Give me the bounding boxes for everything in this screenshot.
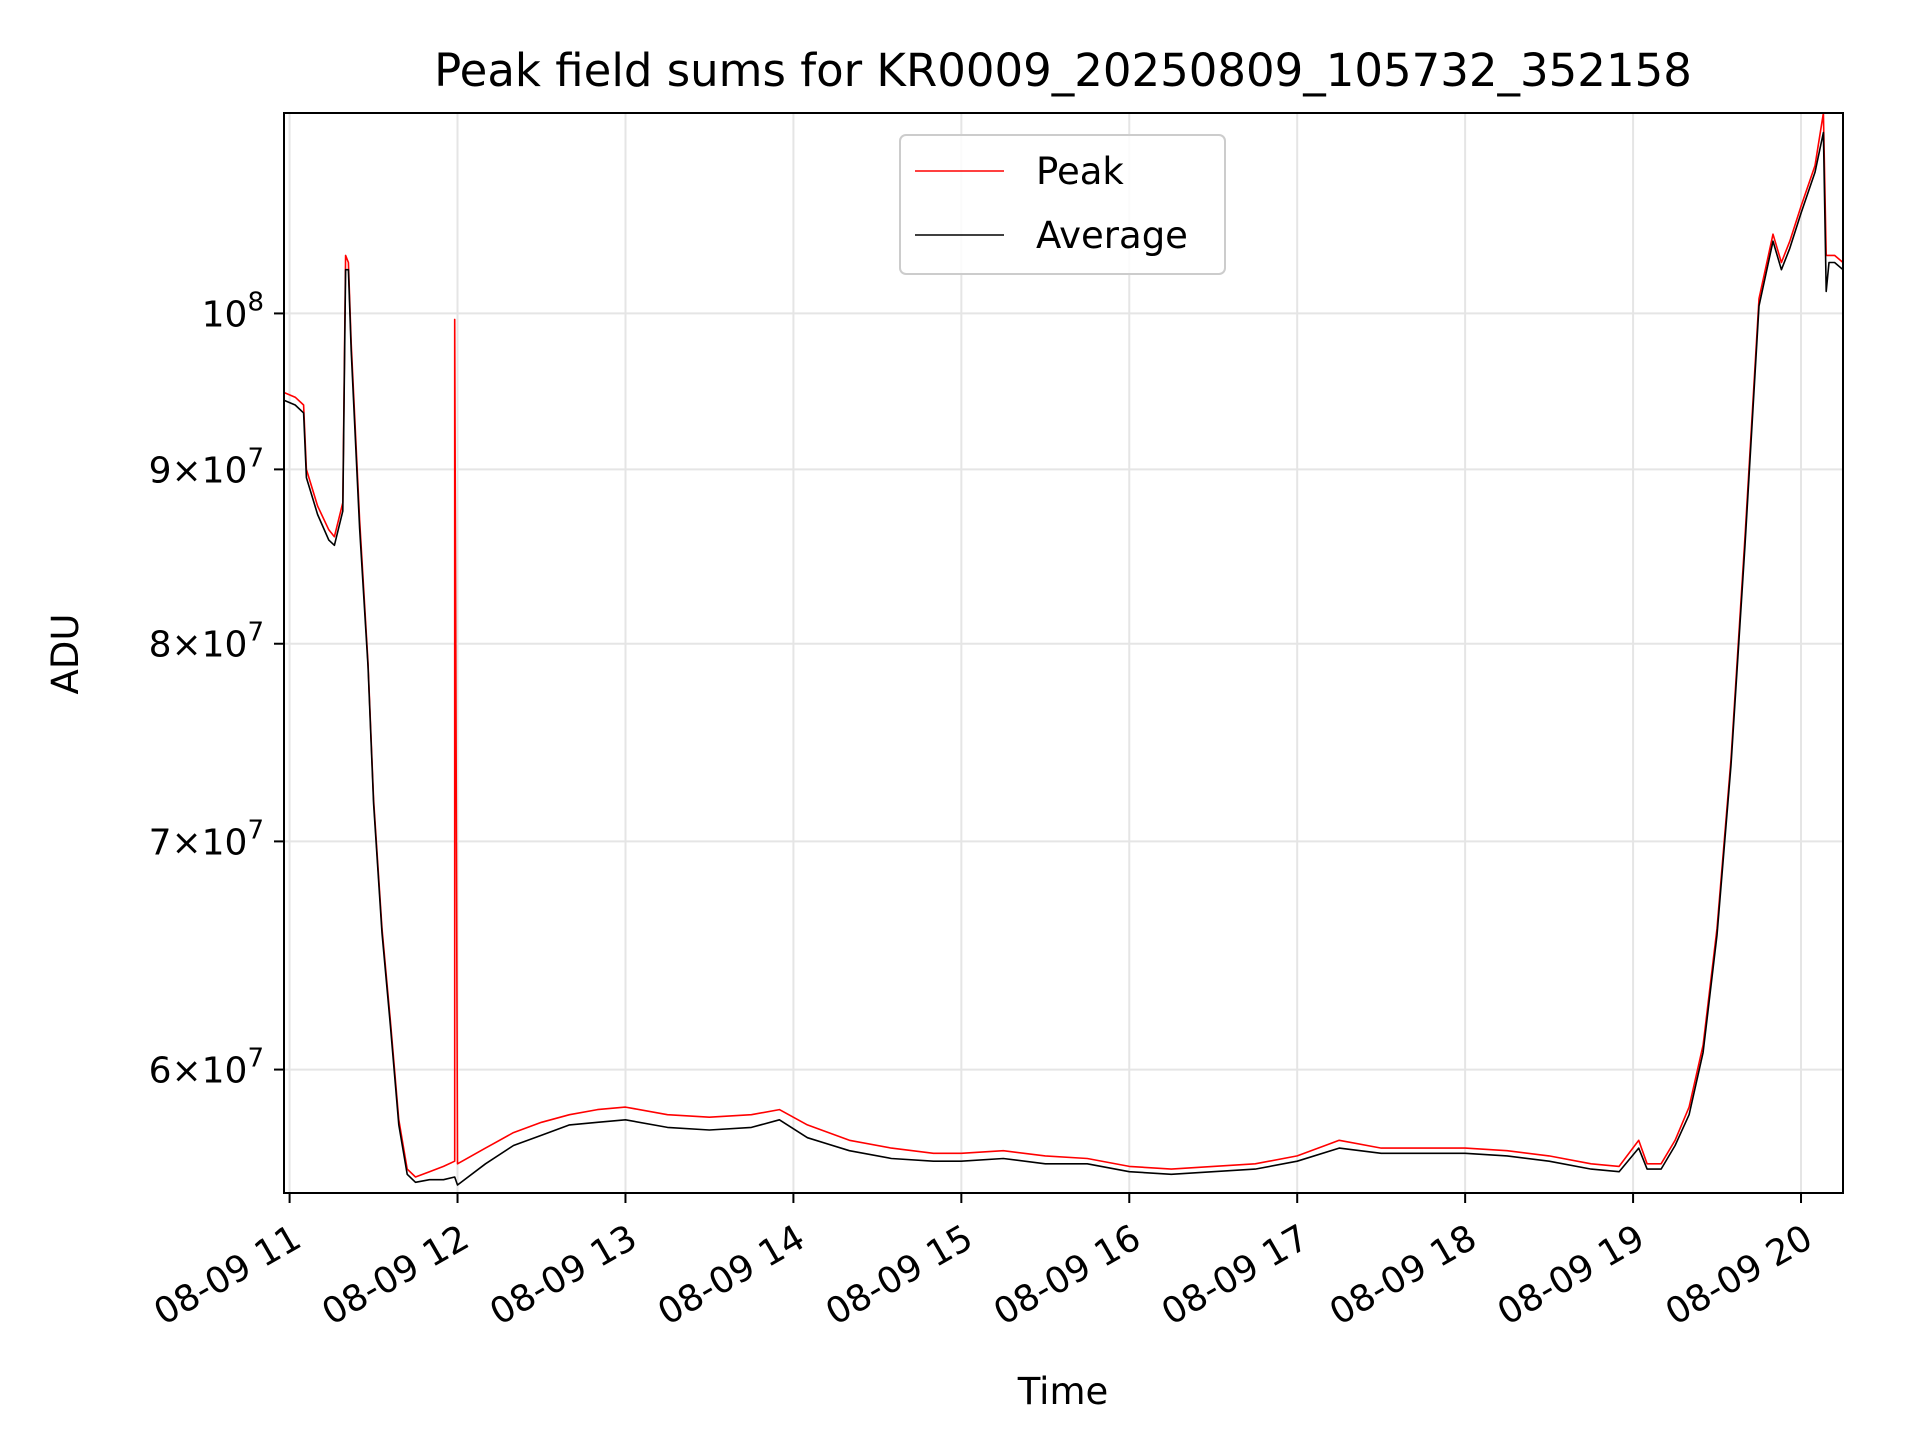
- x-tick-label: 08-09 12: [315, 1217, 476, 1333]
- y-tick-label: 8×107: [149, 618, 264, 666]
- y-axis-label: ADU: [44, 614, 87, 695]
- x-tick-label: 08-09 11: [147, 1217, 308, 1333]
- y-axis: 108 9×107 8×107 7×107 6×107: [149, 287, 284, 1092]
- x-tick-label: 08-09 17: [1155, 1217, 1316, 1333]
- grid-lines: [284, 113, 1843, 1193]
- legend-box: [899, 134, 1226, 275]
- y-tick-label: 6×107: [149, 1044, 264, 1092]
- x-tick-label: 08-09 19: [1491, 1217, 1652, 1333]
- legend-label-peak: Peak: [1036, 150, 1124, 193]
- x-tick-label: 08-09 14: [651, 1217, 812, 1333]
- plot-frame: [283, 112, 1844, 1194]
- chart-title: Peak field sums for KR0009_20250809_1057…: [434, 44, 1692, 97]
- y-tick-label: 7×107: [149, 815, 264, 863]
- x-axis: 08-09 11 08-09 12 08-09 13 08-09 14 08-09 15…: [147, 1193, 1820, 1334]
- legend-label-average: Average: [1036, 214, 1188, 257]
- x-tick-label: 08-09 20: [1659, 1217, 1820, 1333]
- y-tick-label: 9×107: [149, 443, 264, 491]
- x-tick-label: 08-09 18: [1323, 1217, 1484, 1333]
- series-line-average: [283, 131, 1844, 1186]
- x-tick-label: 08-09 13: [483, 1217, 644, 1333]
- x-axis-label: Time: [1017, 1370, 1109, 1413]
- plot-lines: [283, 112, 1844, 1186]
- x-tick-label: 08-09 15: [819, 1217, 980, 1333]
- x-tick-label: 08-09 16: [987, 1217, 1148, 1333]
- legend: Peak Average: [899, 134, 1226, 275]
- y-tick-label: 108: [202, 287, 264, 335]
